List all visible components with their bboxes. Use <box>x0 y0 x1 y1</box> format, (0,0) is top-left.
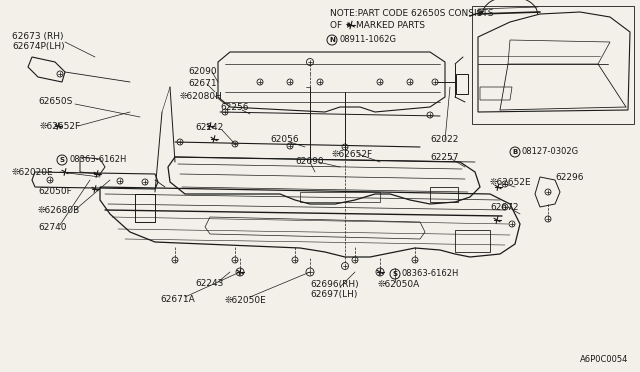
Text: 62022: 62022 <box>430 135 458 144</box>
Text: 62296: 62296 <box>555 173 584 182</box>
Text: 62650S: 62650S <box>38 97 72 106</box>
Bar <box>300 192 380 202</box>
Text: ❊62020E: ❊62020E <box>12 167 54 176</box>
Bar <box>472 6 634 124</box>
Text: NOTE:PART CODE 62650S CONSISTS: NOTE:PART CODE 62650S CONSISTS <box>330 10 493 19</box>
Text: N: N <box>329 37 335 43</box>
Text: 08127-0302G: 08127-0302G <box>522 148 579 157</box>
Bar <box>455 230 490 252</box>
Text: 62050F: 62050F <box>38 187 72 196</box>
Text: 62690: 62690 <box>295 157 324 167</box>
Text: 62671: 62671 <box>188 80 216 89</box>
Text: 62257: 62257 <box>430 154 458 163</box>
Bar <box>430 187 458 202</box>
Text: 08911-1062G: 08911-1062G <box>340 35 397 45</box>
Text: ❊62050A: ❊62050A <box>378 279 420 289</box>
Text: 62740: 62740 <box>38 222 67 231</box>
Text: ❊62680B: ❊62680B <box>38 205 80 215</box>
Text: 62056: 62056 <box>270 135 299 144</box>
Text: 62696(RH): 62696(RH) <box>310 279 358 289</box>
Text: ❊62652E: ❊62652E <box>490 177 532 186</box>
Text: 62671A: 62671A <box>160 295 195 305</box>
Text: ❊62050E: ❊62050E <box>225 295 267 305</box>
Text: 62697(LH): 62697(LH) <box>310 289 357 298</box>
Text: 08363-6162H: 08363-6162H <box>402 269 460 279</box>
Text: S: S <box>392 271 397 277</box>
Text: B: B <box>513 149 518 155</box>
Text: ❊62080H: ❊62080H <box>180 92 223 100</box>
Text: 62090: 62090 <box>188 67 216 77</box>
Text: 62674P(LH): 62674P(LH) <box>12 42 65 51</box>
Text: ❊62652F: ❊62652F <box>332 150 373 158</box>
Text: 62243: 62243 <box>195 279 223 289</box>
Text: 62672: 62672 <box>490 202 518 212</box>
Text: 62242: 62242 <box>195 124 223 132</box>
Text: 62256: 62256 <box>220 103 248 112</box>
Bar <box>456 74 468 94</box>
Text: ❊62652F: ❊62652F <box>40 122 81 131</box>
Text: OF ★ MARKED PARTS: OF ★ MARKED PARTS <box>330 20 425 29</box>
Text: S: S <box>60 157 65 163</box>
Text: 08363-6162H: 08363-6162H <box>70 155 127 164</box>
Text: 62673 (RH): 62673 (RH) <box>12 32 63 42</box>
Text: A6P0C0054: A6P0C0054 <box>580 355 628 364</box>
